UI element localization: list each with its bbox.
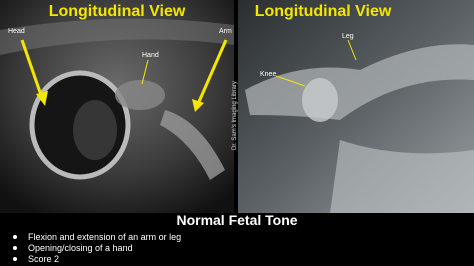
bullets: Flexion and extension of an arm or leg O…	[13, 232, 181, 264]
bullet-dot	[13, 246, 17, 250]
panel-title: Longitudinal View	[49, 3, 186, 20]
label: Arm	[219, 28, 232, 35]
left-scan: Longitudinal View Head Hand Arm	[0, 0, 234, 213]
label: Head	[8, 28, 25, 35]
label: Knee	[260, 71, 276, 78]
bullet-dot	[13, 235, 17, 239]
bullet: Flexion and extension of an arm or leg	[28, 232, 181, 242]
label: Leg	[342, 33, 354, 40]
caption-title: Normal Fetal Tone	[176, 212, 297, 228]
watermark: Dr. Sam's Imaging Library	[232, 81, 238, 150]
label: Hand	[142, 52, 159, 59]
bullet: Score 2	[28, 254, 59, 264]
panel-title: Longitudinal View	[255, 3, 392, 20]
bullet-dot	[13, 257, 17, 261]
bullet: Opening/closing of a hand	[28, 243, 133, 253]
right-scan: Longitudinal View Knee Leg Dr. Sam's Ima…	[232, 0, 474, 213]
